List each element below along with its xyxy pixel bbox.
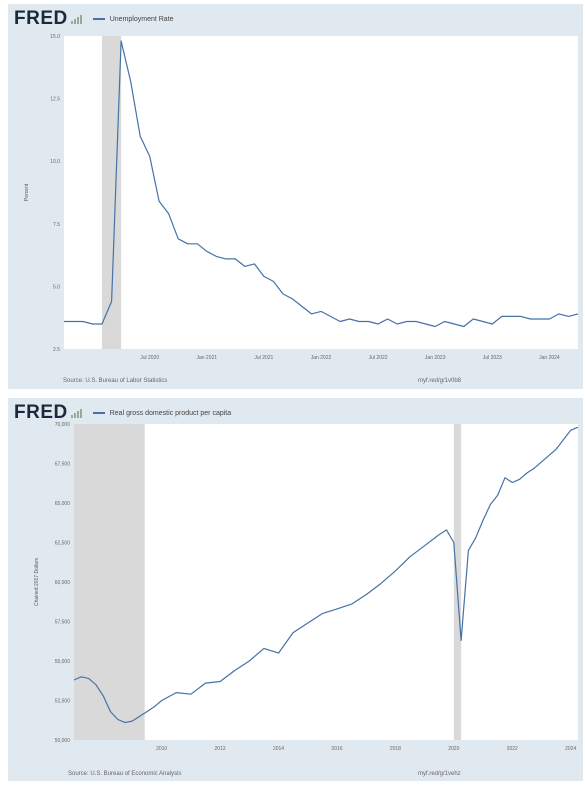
short-url[interactable]: myf.red/g/1vehz [418,771,461,777]
y-tick-label: 70,000 [55,422,71,428]
fred-logo[interactable]: FRED [14,402,68,423]
y-tick-label: 15.0 [50,34,60,40]
fred-logo-bars-icon [70,14,85,24]
y-tick-label: 55,000 [55,659,71,665]
x-tick-label: Jan 2024 [539,355,560,361]
chart-panel-unemployment: FRED Unemployment Rate 2.5 5.0 7.5 10.0 12.5… [8,4,583,389]
y-tick-label: 60,000 [55,580,71,586]
y-tick-label: 12.5 [50,97,60,103]
recession-band [74,424,145,740]
chart-panel-gdp-per-capita: FRED Real gross domestic product per cap… [8,398,583,781]
fred-logo[interactable]: FRED [14,8,68,29]
y-axis-label: Percent [24,183,30,201]
recession-band [102,36,122,349]
x-tick-label: 2018 [390,746,401,752]
y-tick-label: 67,500 [55,462,71,468]
recession-band [453,424,462,740]
plot-area [64,36,578,349]
x-tick-label: Jul 2020 [140,355,159,361]
y-axis-label: Chained 2017 Dollars [34,557,40,606]
chart-header: FRED Real gross domestic product per cap… [14,402,231,424]
x-tick-label: 2016 [331,746,342,752]
y-tick-label: 7.5 [53,222,60,228]
series-line [64,40,579,328]
x-tick-label: 2012 [215,746,226,752]
y-tick-label: 62,500 [55,541,71,547]
legend-swatch [92,18,105,20]
y-tick-label: 52,500 [55,699,71,705]
fred-logo-bars-icon [70,408,85,418]
short-url[interactable]: myf.red/g/1v0b8 [418,378,462,384]
x-tick-label: Jul 2023 [483,355,502,361]
x-tick-label: Jan 2021 [196,355,217,361]
source-note: Source: U.S. Bureau of Economic Analysis [68,771,182,777]
series-line [73,426,579,724]
y-tick-label: 10.0 [50,159,60,165]
chart-header: FRED Unemployment Rate [14,8,174,30]
x-tick-label: 2014 [273,746,284,752]
unemployment-chart[interactable]: 2.5 5.0 7.5 10.0 12.5 15.0 Jul 2020 Jan 2021 Jul… [8,4,583,389]
y-tick-label: 2.5 [53,347,60,353]
x-tick-label: 2010 [156,746,167,752]
y-tick-label: 65,000 [55,501,71,507]
x-tick-label: Jan 2023 [425,355,446,361]
gdp-per-capita-chart[interactable]: 50,000 52,500 55,000 57,500 60,000 62,500 65,0… [8,398,583,781]
source-note: Source: U.S. Bureau of Labor Statistics [63,378,168,384]
x-tick-label: 2024 [565,746,576,752]
legend-swatch [92,412,105,414]
plot-area [74,424,578,740]
legend-label[interactable]: Real gross domestic product per capita [109,409,232,417]
legend-label[interactable]: Unemployment Rate [109,15,174,23]
x-tick-label: Jul 2022 [369,355,388,361]
x-tick-label: Jan 2022 [311,355,332,361]
x-tick-label: 2022 [507,746,518,752]
x-tick-label: Jul 2021 [254,355,273,361]
y-tick-label: 5.0 [53,284,60,290]
y-tick-label: 50,000 [55,738,71,744]
x-tick-label: 2020 [448,746,459,752]
y-tick-label: 57,500 [55,620,71,626]
